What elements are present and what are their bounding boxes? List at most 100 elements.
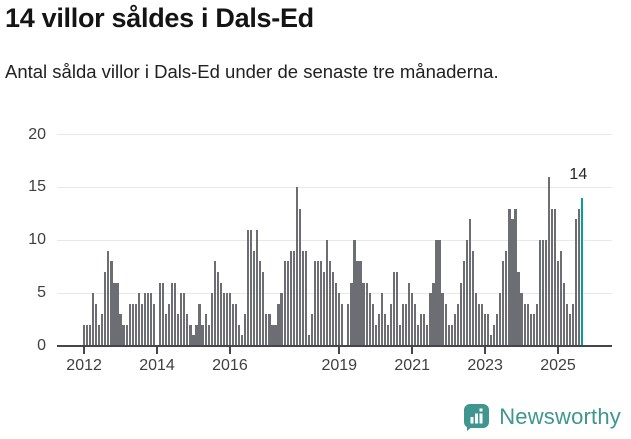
bar	[459, 282, 462, 346]
bar	[547, 176, 550, 346]
bar	[95, 303, 98, 346]
bar	[119, 314, 122, 346]
bar	[295, 187, 298, 346]
bar	[377, 314, 380, 346]
bar	[253, 250, 256, 346]
bar	[575, 219, 578, 346]
bar	[83, 324, 86, 346]
bar	[353, 240, 356, 346]
bar	[456, 303, 459, 346]
bar	[432, 282, 435, 346]
bar	[395, 271, 399, 346]
bar	[265, 314, 268, 346]
bar	[350, 282, 353, 346]
bar	[168, 303, 171, 346]
bar	[231, 303, 235, 346]
bar	[332, 271, 335, 346]
bar	[134, 303, 137, 346]
x-axis-tick-label: 2012	[66, 357, 102, 374]
bar	[462, 261, 465, 346]
bar	[453, 314, 456, 346]
bar	[386, 324, 389, 346]
bar	[189, 324, 192, 346]
bar	[228, 293, 231, 346]
bar	[171, 282, 174, 346]
bar	[310, 314, 314, 346]
x-axis-tick	[557, 347, 560, 354]
y-axis-tick-label: 15	[28, 178, 46, 196]
bar	[289, 250, 292, 346]
bar	[335, 282, 338, 346]
bar	[268, 314, 271, 346]
bar	[523, 303, 526, 346]
bar	[520, 293, 523, 346]
bar	[535, 303, 538, 346]
bar	[122, 324, 125, 346]
bar	[210, 293, 213, 346]
bar	[556, 261, 560, 346]
bar	[89, 324, 92, 346]
bar	[213, 261, 216, 346]
bar	[526, 303, 529, 346]
bar	[447, 324, 450, 346]
x-axis-tick	[484, 347, 487, 354]
y-axis-tick-label: 10	[28, 231, 46, 249]
bar	[517, 271, 520, 346]
bar	[529, 314, 532, 346]
bar	[380, 293, 383, 346]
bar	[474, 293, 478, 346]
newsworthy-logo: Newsworthy	[463, 402, 621, 432]
bar	[329, 261, 332, 346]
bar	[465, 240, 468, 346]
bar	[435, 240, 438, 346]
bar	[271, 324, 274, 346]
bar	[493, 324, 496, 346]
bar	[149, 293, 153, 346]
bar	[444, 303, 447, 346]
bar	[505, 250, 508, 346]
bar	[502, 261, 505, 346]
x-axis-tick-label: 2021	[394, 357, 430, 374]
bar	[262, 271, 265, 346]
bar	[374, 324, 377, 346]
bar	[250, 229, 253, 346]
bar	[398, 324, 402, 346]
bar	[307, 335, 310, 346]
bar	[423, 314, 426, 346]
bar	[347, 303, 350, 346]
bar	[165, 314, 168, 346]
bar	[365, 282, 368, 346]
bar	[158, 282, 162, 346]
bar	[304, 250, 307, 346]
bar	[550, 208, 554, 346]
x-axis-tick	[83, 347, 86, 354]
bar	[471, 250, 475, 346]
bar	[468, 219, 471, 346]
bar	[544, 240, 547, 346]
bar	[113, 282, 116, 346]
bar	[392, 271, 396, 346]
bar	[484, 314, 487, 346]
bar	[161, 282, 165, 346]
bar	[280, 293, 283, 346]
bar	[477, 303, 481, 346]
y-axis-tick-label: 20	[28, 125, 46, 143]
page-subtitle: Antal sålda villor i Dals-Ed under de se…	[5, 61, 499, 82]
bar	[569, 314, 572, 346]
bar	[401, 303, 405, 346]
bar	[186, 314, 189, 346]
bar	[532, 314, 535, 346]
bar	[496, 314, 499, 346]
bar	[247, 229, 250, 346]
bar	[441, 293, 444, 346]
bar	[283, 261, 286, 346]
bar	[110, 261, 113, 346]
bar	[326, 240, 329, 346]
bar	[143, 293, 146, 346]
bar	[487, 314, 490, 346]
x-axis-tick	[228, 347, 231, 354]
bar	[183, 293, 186, 346]
bar	[356, 261, 359, 346]
x-axis-line	[57, 345, 612, 347]
x-axis-tick-label: 2016	[212, 357, 248, 374]
